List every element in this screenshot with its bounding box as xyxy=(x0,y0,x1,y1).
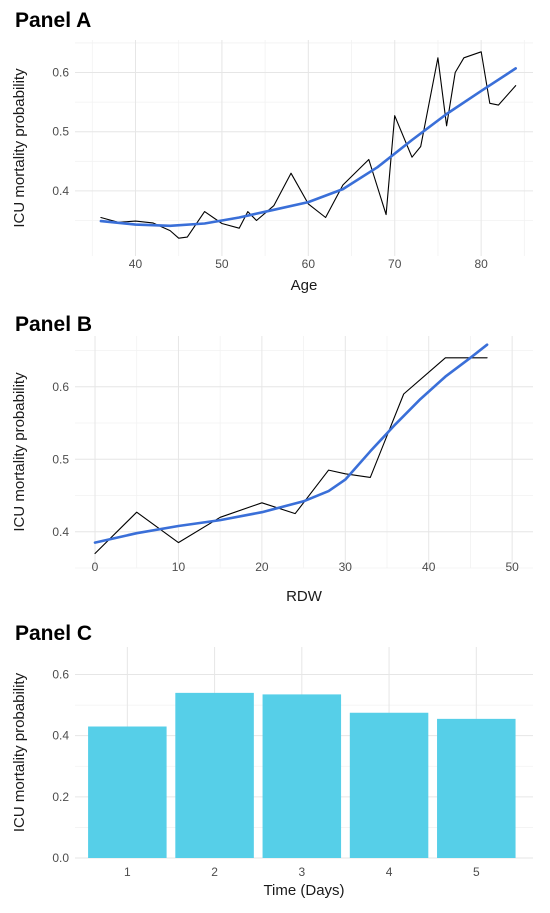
x-tick-label: 50 xyxy=(215,257,229,271)
panel-a: Panel A 40 50 60 70 80 0.4 0.5 0.6 Age ICU mortali… xyxy=(11,9,533,294)
x-tick-label: 3 xyxy=(298,865,305,879)
y-tick-label: 0.0 xyxy=(52,851,69,865)
y-tick-label: 0.6 xyxy=(52,380,69,394)
x-tick-label: 20 xyxy=(255,560,269,574)
smooth-fit-line xyxy=(93,343,489,544)
y-tick-label: 0.4 xyxy=(52,729,69,743)
y-tick-label: 0.4 xyxy=(52,184,69,198)
bar-day-4 xyxy=(349,712,429,858)
x-axis-label: Time (Days) xyxy=(263,882,344,899)
x-tick-label: 0 xyxy=(92,560,99,574)
x-tick-label: 10 xyxy=(172,560,186,574)
y-axis-label: ICU mortality probability xyxy=(11,372,28,532)
y-tick-label: 0.6 xyxy=(52,668,69,682)
panel-c: Panel C 1 2 3 4 5 0.0 0.2 0.4 0.6 Time (Days) ICU m… xyxy=(11,622,533,899)
bar-day-2 xyxy=(175,692,254,858)
panel-title: Panel A xyxy=(15,9,91,32)
x-tick-label: 40 xyxy=(422,560,436,574)
smooth-fit-line xyxy=(99,67,518,228)
x-tick-label: 30 xyxy=(339,560,353,574)
x-tick-label: 5 xyxy=(473,865,480,879)
panel-title: Panel C xyxy=(15,622,92,645)
y-tick-label: 0.2 xyxy=(52,790,69,804)
x-tick-label: 50 xyxy=(505,560,519,574)
bars xyxy=(88,692,516,858)
y-tick-label: 0.5 xyxy=(52,125,69,139)
x-tick-label: 1 xyxy=(124,865,131,879)
gridlines xyxy=(75,40,533,256)
x-tick-label: 70 xyxy=(388,257,402,271)
y-axis-label: ICU mortality probability xyxy=(11,672,28,832)
gridlines xyxy=(75,336,533,569)
y-axis-label: ICU mortality probability xyxy=(11,68,28,228)
bar-day-1 xyxy=(88,726,167,858)
x-tick-label: 40 xyxy=(129,257,143,271)
observed-line xyxy=(94,357,488,555)
panel-title: Panel B xyxy=(15,313,92,336)
observed-line xyxy=(100,51,517,239)
x-tick-label: 80 xyxy=(474,257,488,271)
panel-b: Panel B 0 10 20 30 40 50 0.4 0.5 0.6 RDW ICU mortal… xyxy=(11,313,533,605)
y-tick-label: 0.6 xyxy=(52,66,69,80)
x-axis-label: RDW xyxy=(286,588,323,605)
bar-day-3 xyxy=(262,694,342,858)
x-tick-label: 4 xyxy=(386,865,393,879)
y-tick-label: 0.5 xyxy=(52,452,69,466)
y-tick-label: 0.4 xyxy=(52,525,69,539)
x-tick-label: 60 xyxy=(302,257,316,271)
bar-day-5 xyxy=(437,718,516,858)
x-tick-label: 2 xyxy=(211,865,218,879)
x-axis-label: Age xyxy=(291,277,318,294)
